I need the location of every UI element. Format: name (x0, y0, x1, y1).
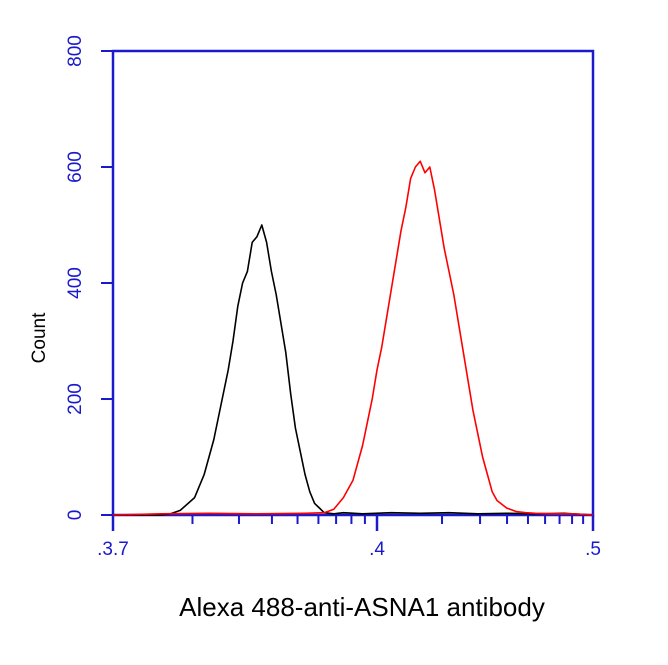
x-tick-label: .3.7 (97, 539, 129, 560)
y-tick-label: 400 (65, 267, 86, 299)
series-line-2 (112, 160, 594, 516)
y-tick-label: 600 (65, 151, 86, 183)
y-tick-label: 800 (65, 35, 86, 67)
y-axis-label: Count (29, 312, 50, 363)
x-tick-label: .5 (585, 539, 601, 560)
x-axis-label: Alexa 488-anti-ASNA1 antibody (179, 592, 545, 622)
series-layer (112, 160, 594, 516)
x-tick-label: .4 (369, 539, 385, 560)
plot-frame (111, 49, 595, 517)
y-axis-ticks: 0 200 400 600 800 (65, 35, 113, 520)
x-axis-ticks: .3.7 .4 .5 (97, 515, 601, 560)
y-tick-label: 0 (65, 510, 86, 521)
series-line-1 (113, 224, 594, 516)
y-tick-label: 200 (65, 383, 86, 415)
